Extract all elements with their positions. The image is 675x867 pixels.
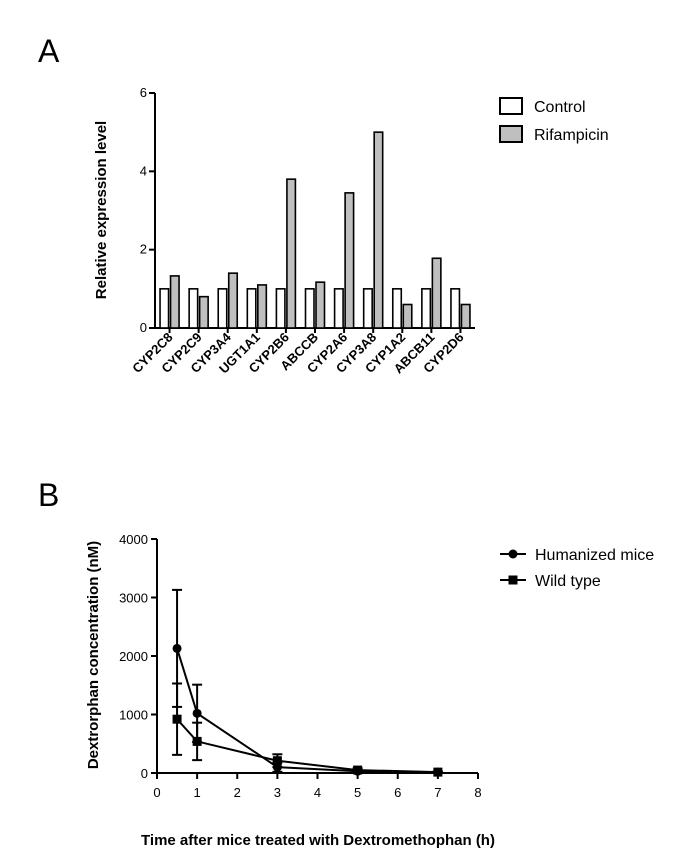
line-x-tick-label: 3	[274, 785, 281, 800]
data-point	[172, 643, 182, 653]
panel-b-label: B	[38, 477, 59, 513]
series-line-0	[176, 648, 438, 774]
line-x-tick-label: 6	[394, 785, 401, 800]
bar-control-cyp2d6	[450, 288, 461, 329]
bar-series	[159, 131, 471, 329]
line-x-axis-label: Time after mice treated with Dextrometho…	[141, 832, 495, 849]
legend-swatch-rifampicin	[499, 125, 523, 143]
line-legend: Humanized mice Wild type	[500, 547, 654, 590]
bar-rifampicin-ugt1a1	[257, 284, 268, 329]
bar-y-tick-label: 4	[140, 163, 147, 178]
legend-label-rifampicin: Rifampicin	[534, 127, 609, 144]
bar-rifampicin-cyp2b6	[286, 178, 297, 329]
line-x-tick-label: 5	[354, 785, 361, 800]
line-y-axis-label: Dextrorphan concentration (nM)	[85, 541, 102, 769]
bar-control-cyp2a6	[333, 288, 344, 329]
line-y-tick-label: 4000	[119, 532, 148, 547]
panel-a-label: A	[38, 33, 60, 69]
data-point	[353, 765, 363, 775]
bar-rifampicin-abccb	[315, 281, 326, 329]
line-y-tick-label: 1000	[119, 708, 148, 723]
bar-rifampicin-abcb11	[431, 257, 442, 329]
bar-rifampicin-cyp2c8	[169, 275, 180, 329]
line-x-tick-label: 8	[474, 785, 481, 800]
line-y-tick-label: 2000	[119, 649, 148, 664]
bar-legend: Control Rifampicin	[499, 97, 609, 144]
bar-rifampicin-cyp1a2	[402, 303, 413, 329]
bar-y-axis-label: Relative expression level	[93, 121, 110, 299]
bar-control-ugt1a1	[246, 288, 257, 329]
legend-label-humanized: Humanized mice	[535, 547, 654, 564]
bar-control-abcb11	[421, 288, 432, 329]
bar-rifampicin-cyp2c9	[198, 295, 209, 329]
line-chart: Dextrorphan concentration (nM) Time afte…	[85, 532, 654, 849]
legend-label-wildtype: Wild type	[535, 573, 601, 590]
bar-rifampicin-cyp2a6	[344, 192, 355, 329]
data-point	[433, 767, 443, 777]
bar-rifampicin-cyp2d6	[460, 303, 471, 329]
line-x-tick-label: 7	[434, 785, 441, 800]
data-point	[192, 736, 202, 746]
bar-chart: Relative expression level 0 2 4 6 CYP2C8CYP…	[93, 85, 609, 376]
line-series	[172, 588, 443, 777]
bar-control-cyp2b6	[275, 288, 286, 329]
bar-control-cyp1a2	[391, 288, 403, 329]
data-point	[192, 708, 202, 718]
line-axes: 0 1000 2000 3000 4000 0 1 2 3 4 5 6 7 8	[119, 532, 482, 800]
line-x-tick-label: 4	[314, 785, 321, 800]
legend-marker-humanized	[508, 549, 518, 559]
line-y-tick-label: 0	[141, 766, 148, 781]
line-x-tick-label: 2	[234, 785, 241, 800]
legend-swatch-control	[499, 97, 523, 115]
bar-control-cyp2c8	[159, 288, 170, 329]
data-point	[272, 756, 282, 766]
line-x-tick-label: 1	[194, 785, 201, 800]
data-point	[172, 714, 182, 724]
bar-category-ticks: CYP2C8CYP2C9CYP3A4UGT1A1CYP2B6ABCCBCYP2A…	[129, 328, 467, 376]
bar-control-cyp3a4	[217, 288, 228, 329]
bar-control-abccb	[304, 288, 315, 329]
bar-rifampicin-cyp3a4	[227, 272, 239, 329]
line-y-tick-label: 3000	[119, 591, 148, 606]
bar-control-cyp2c9	[188, 288, 199, 329]
bar-control-cyp3a8	[362, 288, 373, 329]
legend-marker-wildtype	[508, 575, 518, 585]
bar-y-tick-label: 6	[140, 85, 147, 100]
bar-y-tick-label: 0	[140, 320, 147, 335]
line-x-tick-label: 0	[153, 785, 160, 800]
bar-rifampicin-cyp3a8	[373, 131, 384, 329]
legend-label-control: Control	[534, 99, 586, 116]
bar-y-tick-label: 2	[140, 242, 147, 257]
